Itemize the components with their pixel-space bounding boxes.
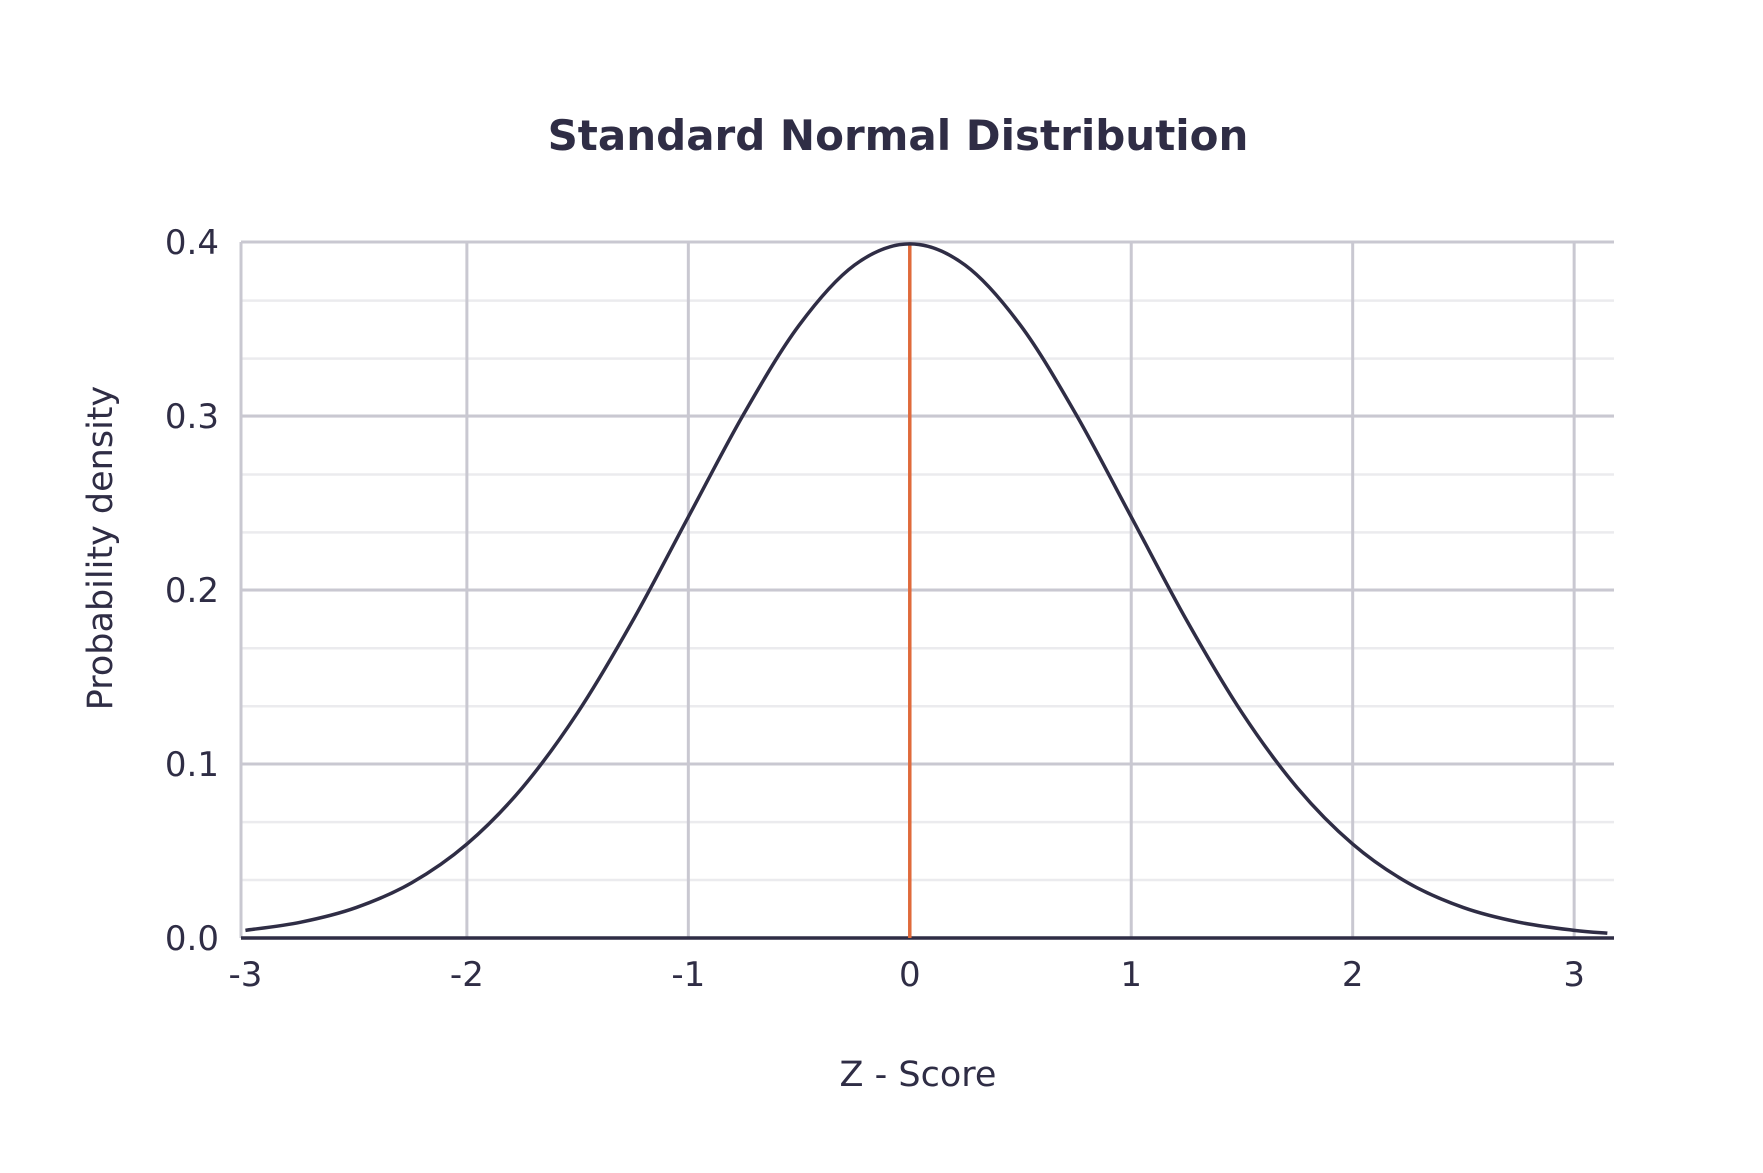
y-tick-label: 0.3	[165, 397, 219, 437]
y-axis-title: Probability density	[81, 386, 121, 710]
major-grid	[239, 240, 1614, 938]
y-tick-label: 0.2	[165, 571, 219, 611]
x-tick-label: 0	[899, 955, 921, 995]
x-tick-label: 3	[1563, 955, 1585, 995]
x-tick-label: 1	[1120, 955, 1142, 995]
x-tick-label: -3	[228, 955, 262, 995]
y-tick-labels: 0.0 0.1 0.2 0.3 0.4	[165, 223, 219, 959]
chart-title: Standard Normal Distribution	[548, 111, 1249, 160]
x-tick-labels: -3 -2 -1 0 1 2 3	[228, 955, 1584, 995]
y-tick-label: 0.1	[165, 745, 219, 785]
series-group	[245, 242, 1608, 935]
y-tick-label: 0.0	[165, 919, 219, 959]
x-axis-title: Z - Score	[840, 1055, 997, 1095]
x-tick-label: -1	[671, 955, 705, 995]
x-tick-label: -2	[450, 955, 484, 995]
y-tick-label: 0.4	[165, 223, 219, 263]
density-curve	[245, 242, 1608, 935]
x-tick-label: 2	[1342, 955, 1364, 995]
